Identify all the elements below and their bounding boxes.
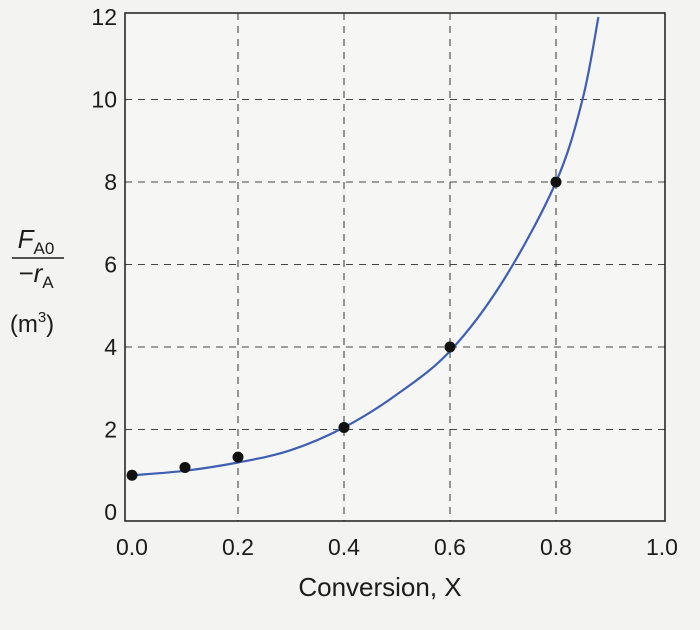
y-tick-labels: 0 2 4 6 8 10 12 [91, 4, 117, 525]
y-tick-label: 10 [91, 87, 117, 113]
x-axis-label: Conversion, X [298, 572, 461, 602]
curve-layer [131, 16, 600, 477]
y-tick-label: 8 [104, 169, 117, 195]
plot-frame [124, 12, 666, 522]
data-point [444, 341, 456, 353]
y-axis-label: FA0 −rA (m3) [10, 224, 64, 338]
x-tick-labels: 0.0 0.2 0.4 0.6 0.8 1.0 [116, 534, 678, 560]
y-tick-label: 4 [104, 334, 117, 360]
y-label-numerator-sub: A0 [34, 239, 55, 258]
x-tick-label: 0.4 [328, 534, 360, 560]
y-label-denominator-sub: A [42, 273, 54, 292]
data-point [232, 451, 244, 463]
y-label-denominator: −r [18, 258, 43, 288]
plot-background [125, 13, 665, 521]
fitted-curve [131, 16, 600, 477]
y-label-unit-sup: 3 [38, 309, 46, 326]
svg-text:−rA: −rA [18, 258, 54, 292]
x-tick-label: 1.0 [646, 534, 678, 560]
x-tick-label: 0.0 [116, 534, 148, 560]
y-label-numerator: F [18, 224, 36, 254]
y-tick-label: 0 [104, 499, 117, 525]
data-point [338, 421, 350, 433]
x-tick-label: 0.6 [434, 534, 466, 560]
data-point [126, 469, 138, 481]
data-point [550, 176, 562, 188]
svg-text:(m3): (m3) [10, 309, 54, 338]
y-tick-label: 12 [91, 4, 117, 30]
x-tick-label: 0.2 [222, 534, 254, 560]
y-tick-label: 6 [104, 252, 117, 278]
y-tick-label: 2 [104, 417, 117, 443]
x-tick-label: 0.8 [540, 534, 572, 560]
data-point [179, 461, 191, 473]
y-label-unit-open: (m [10, 311, 38, 338]
points-layer [126, 176, 562, 481]
y-label-unit-close: ) [46, 311, 54, 338]
grid [125, 13, 665, 521]
svg-text:FA0: FA0 [18, 224, 55, 258]
